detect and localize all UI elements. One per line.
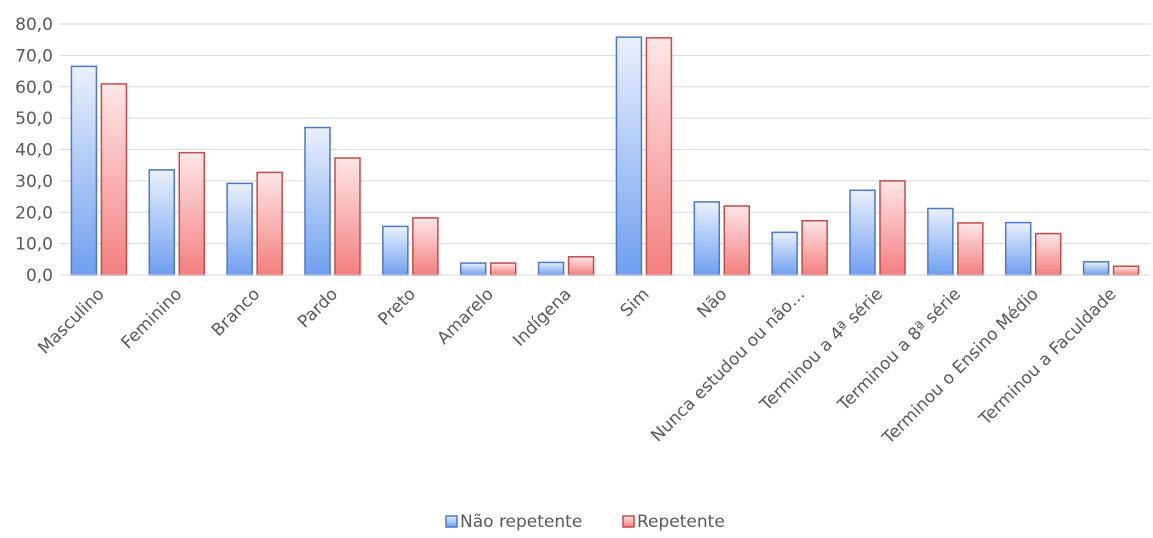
y-tick-label: 70,0 (15, 46, 53, 66)
bar-nao-repetente (849, 189, 876, 276)
x-category-label: Preto (375, 284, 420, 329)
x-category-label: Pardo (294, 284, 342, 332)
bar-repetente (957, 222, 984, 276)
bar-repetente (100, 83, 128, 276)
bar-nao-repetente (615, 36, 643, 276)
x-category-label: Não (693, 284, 731, 322)
x-axis-category-labels: Masculino Feminino Branco Pardo Preto Amarelo… (34, 284, 1120, 449)
bar-repetente (801, 219, 828, 276)
y-tick-label: 0,0 (26, 266, 53, 286)
bar-repetente (879, 180, 906, 276)
bar-nao-repetente (693, 201, 721, 276)
legend-label-nao-repetente: Não repetente (460, 512, 582, 532)
bar-nao-repetente (1082, 261, 1110, 276)
bar-repetente (412, 217, 439, 276)
y-tick-label: 60,0 (15, 78, 53, 98)
x-category-label: Feminino (118, 284, 187, 353)
y-tick-label: 20,0 (15, 203, 53, 223)
x-category-label: Terminou a Faculdade (975, 284, 1121, 430)
bar-repetente (567, 256, 595, 276)
legend-label-repetente: Repetente (637, 512, 725, 532)
legend-swatch-repetente (622, 515, 635, 528)
x-category-label: Terminou o Ensino Médio (878, 284, 1043, 449)
bar-nao-repetente (70, 65, 98, 276)
bar-nao-repetente (1004, 221, 1032, 276)
y-tick-label: 10,0 (15, 235, 53, 255)
bar-repetente (645, 37, 673, 276)
bar-nao-repetente (226, 182, 253, 276)
x-category-label: Nunca estudou ou não… (647, 284, 809, 446)
y-tick-label: 50,0 (15, 109, 53, 129)
x-category-label: Branco (208, 284, 264, 340)
bar-repetente (256, 171, 283, 276)
bar-repetente (1112, 265, 1140, 276)
y-axis-tick-labels: 0,0 10,0 20,0 30,0 40,0 50,0 60,0 70,0 80,0 (15, 15, 53, 286)
bar-nao-repetente (459, 262, 487, 276)
bar-repetente (723, 205, 751, 276)
y-tick-label: 30,0 (15, 172, 53, 192)
bar-nao-repetente (927, 207, 954, 276)
x-category-label: Indígena (509, 284, 575, 350)
gridlines (60, 23, 1150, 245)
x-category-label: Sim (617, 284, 654, 321)
y-tick-label: 40,0 (15, 141, 53, 161)
bar-nao-repetente (148, 169, 176, 276)
bar-nao-repetente (382, 225, 409, 276)
bars (70, 36, 1140, 276)
legend: Não repetente Repetente (445, 512, 725, 532)
legend-swatch-nao-repetente (445, 515, 458, 528)
x-category-label: Amarelo (434, 284, 498, 348)
x-category-label: Masculino (34, 284, 108, 358)
bar-nao-repetente (304, 126, 331, 276)
bar-repetente (178, 151, 206, 276)
bar-nao-repetente (537, 261, 565, 276)
y-tick-label: 80,0 (15, 15, 53, 35)
bar-repetente (334, 157, 361, 276)
bar-nao-repetente (771, 231, 798, 276)
bar-repetente (489, 262, 517, 276)
bar-repetente (1034, 232, 1062, 276)
